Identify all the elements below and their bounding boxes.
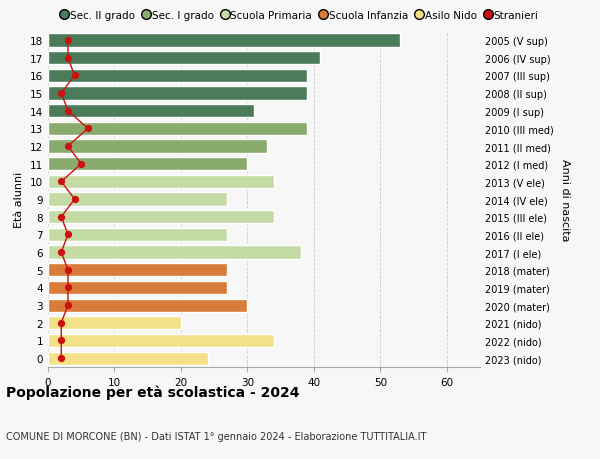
Bar — [48, 70, 307, 83]
Text: COMUNE DI MORCONE (BN) - Dati ISTAT 1° gennaio 2024 - Elaborazione TUTTITALIA.IT: COMUNE DI MORCONE (BN) - Dati ISTAT 1° g… — [6, 431, 427, 441]
Bar — [48, 334, 274, 347]
Bar — [48, 123, 307, 136]
Bar — [48, 281, 227, 295]
Point — [56, 355, 66, 362]
Bar — [48, 193, 227, 206]
Point — [63, 37, 73, 45]
Point — [83, 125, 92, 133]
Point — [63, 267, 73, 274]
Point — [76, 161, 86, 168]
Bar — [48, 105, 254, 118]
Point — [63, 143, 73, 151]
Point — [63, 302, 73, 309]
Bar — [48, 263, 227, 277]
Bar — [48, 211, 274, 224]
Text: Popolazione per età scolastica - 2024: Popolazione per età scolastica - 2024 — [6, 385, 299, 399]
Bar — [48, 228, 227, 241]
Legend: Sec. II grado, Sec. I grado, Scuola Primaria, Scuola Infanzia, Asilo Nido, Stran: Sec. II grado, Sec. I grado, Scuola Prim… — [62, 11, 538, 21]
Point — [70, 73, 79, 80]
Y-axis label: Età alunni: Età alunni — [14, 172, 25, 228]
Bar — [48, 175, 274, 189]
Bar — [48, 140, 268, 153]
Bar — [48, 352, 208, 365]
Bar — [48, 158, 247, 171]
Point — [63, 55, 73, 62]
Point — [56, 213, 66, 221]
Point — [70, 196, 79, 203]
Bar — [48, 34, 400, 48]
Y-axis label: Anni di nascita: Anni di nascita — [560, 158, 570, 241]
Point — [56, 337, 66, 344]
Bar — [48, 299, 247, 312]
Point — [56, 90, 66, 97]
Point — [56, 179, 66, 186]
Bar — [48, 317, 181, 330]
Bar — [48, 52, 320, 65]
Point — [63, 231, 73, 239]
Bar — [48, 87, 307, 101]
Point — [63, 284, 73, 291]
Point — [63, 108, 73, 115]
Point — [56, 319, 66, 327]
Point — [56, 249, 66, 256]
Bar — [48, 246, 301, 259]
